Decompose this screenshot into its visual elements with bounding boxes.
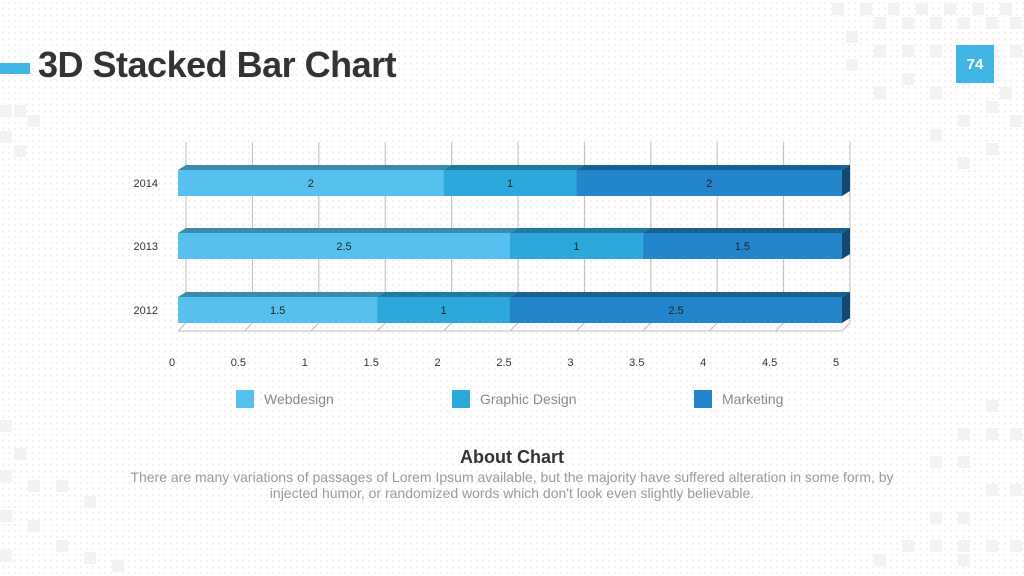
gridline-floor [244, 322, 253, 332]
gridline-floor [310, 322, 320, 332]
bar-top-face [443, 165, 585, 170]
bar-top-face [510, 228, 651, 233]
bar-segment [377, 297, 510, 323]
bar-top-face [576, 165, 850, 170]
x-tick-label: 2 [435, 357, 441, 369]
gridline-floor [642, 322, 652, 332]
legend-label: Graphic Design [480, 391, 577, 407]
legend-swatch [452, 390, 470, 408]
gridline-floor [576, 322, 585, 332]
x-tick-label: 0 [169, 357, 175, 369]
x-tick-label: 1 [302, 357, 308, 369]
legend-label: Marketing [722, 391, 784, 407]
bar-segment [510, 297, 842, 323]
chart-legend: Webdesign Graphic Design Marketing [0, 390, 1024, 412]
bar-segment [178, 170, 444, 196]
legend-item: Graphic Design [452, 390, 577, 408]
page-title: 3D Stacked Bar Chart [38, 44, 397, 85]
bar-top-face [642, 228, 850, 233]
bar-data-label: 1 [441, 305, 447, 317]
about-heading: About Chart [460, 447, 564, 467]
x-tick-label: 5 [833, 357, 839, 369]
page-number-badge: 74 [956, 45, 994, 83]
x-tick-label: 1.5 [364, 357, 379, 369]
bar-segment [510, 233, 643, 259]
bar-data-label: 2 [706, 178, 712, 190]
gridline-floor [708, 322, 718, 332]
bar-data-label: 1 [573, 241, 579, 253]
gridline-floor [509, 322, 519, 332]
legend-swatch [694, 390, 712, 408]
y-category-label: 2012 [134, 305, 158, 317]
legend-item: Marketing [694, 390, 783, 408]
bar-top-face [178, 228, 518, 233]
bar-segment [443, 170, 577, 196]
gridline-floor [177, 322, 187, 332]
bar-data-label: 1.5 [735, 241, 750, 253]
x-tick-label: 0.5 [231, 357, 246, 369]
bar-segment [178, 233, 510, 259]
bar-segment [178, 297, 378, 323]
x-tick-label: 3 [567, 357, 573, 369]
bar-side-face [842, 165, 850, 196]
legend-item: Webdesign [236, 390, 334, 408]
gridline-floor [775, 322, 784, 332]
bar-top-face [510, 292, 850, 297]
y-category-label: 2013 [134, 241, 158, 253]
x-tick-label: 2.5 [496, 357, 511, 369]
bar-side-face [842, 292, 850, 323]
bar-data-label: 2.5 [668, 305, 683, 317]
bar-segment [642, 233, 842, 259]
x-tick-label: 3.5 [629, 357, 644, 369]
gridline-floor [376, 322, 386, 332]
legend-swatch [236, 390, 254, 408]
y-category-label: 2014 [134, 178, 158, 190]
about-body: There are many variations of passages of… [130, 469, 894, 501]
bar-top-face [178, 165, 452, 170]
legend-label: Webdesign [264, 391, 334, 407]
bar-data-label: 1.5 [270, 305, 285, 317]
bar-data-label: 1 [507, 178, 513, 190]
bar-data-label: 2.5 [336, 241, 351, 253]
gridline-floor [841, 322, 851, 332]
bar-top-face [377, 292, 518, 297]
bar-side-face [842, 228, 850, 259]
title-accent-bar [0, 63, 30, 74]
bar-top-face [178, 292, 386, 297]
x-tick-label: 4 [700, 357, 706, 369]
x-tick-label: 4.5 [762, 357, 777, 369]
gridline-floor [443, 322, 452, 332]
bar-segment [576, 170, 842, 196]
bar-data-label: 2 [308, 178, 314, 190]
